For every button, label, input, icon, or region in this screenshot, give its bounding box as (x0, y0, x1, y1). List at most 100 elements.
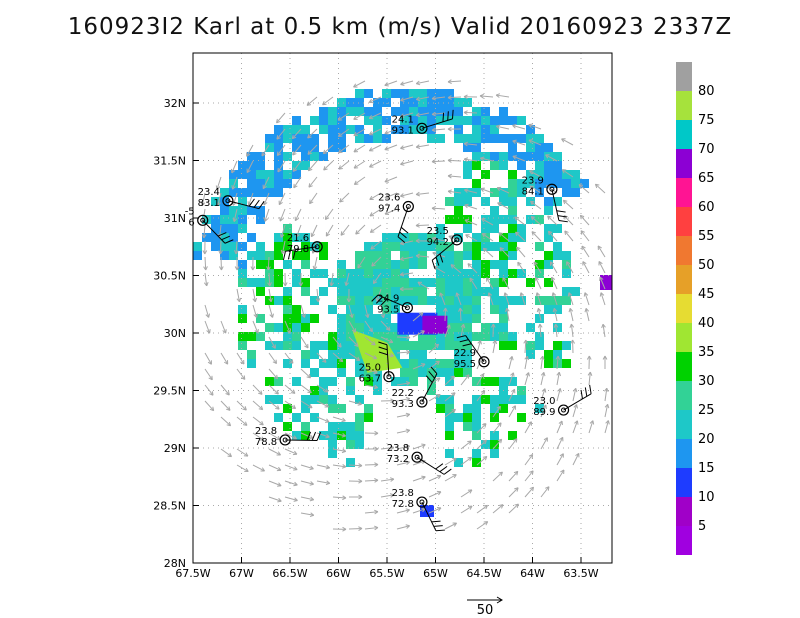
station-s2: 23.483.1 (198, 187, 265, 210)
station-s14: 23.873.2 (387, 443, 452, 475)
legend-label: 60 (698, 200, 715, 215)
station-value-label: 63.7 (359, 374, 381, 385)
lon-tick-label: 67W (229, 567, 254, 580)
wind-vector-layer (200, 79, 610, 532)
legend-label: 10 (698, 490, 715, 505)
lon-tick-label: 64.5W (466, 567, 501, 580)
station-value-label: 89.9 (533, 407, 555, 418)
lon-tick-label: 65W (423, 567, 448, 580)
station-s13: 23.878.8 (255, 426, 322, 448)
lat-tick-label: 29N (164, 442, 186, 455)
station-value-label: 73.2 (387, 454, 409, 465)
lon-tick-label: 67.5W (175, 567, 210, 580)
legend-label: 45 (698, 287, 715, 302)
station-value-label: 93.3 (392, 399, 414, 410)
legend-swatch (676, 178, 692, 207)
legend-label: 5 (698, 519, 706, 534)
station-s12: 23.089.9 (533, 384, 592, 418)
station-s4: 23.984.1 (522, 175, 568, 223)
legend-label: 25 (698, 403, 715, 418)
legend-swatch (676, 207, 692, 236)
lat-tick-label: 30.5N (153, 270, 186, 283)
legend-swatch (676, 62, 692, 91)
lon-tick-label: 63.5W (563, 567, 598, 580)
station-value-label: 83.1 (198, 198, 220, 209)
legend-swatch (676, 149, 692, 178)
station-value-label: 94.2 (427, 237, 449, 248)
legend-label: 50 (698, 258, 715, 273)
station-value-label: 72.8 (392, 499, 414, 510)
lon-tick-label: 65.5W (369, 567, 404, 580)
station-speed-label: 22.9 (454, 348, 476, 359)
legend-swatch (676, 120, 692, 149)
legend-label: 65 (698, 171, 715, 186)
station-s3: -56 (185, 206, 234, 244)
station-speed-label: 23.0 (533, 396, 555, 407)
legend-label: 35 (698, 345, 715, 360)
station-speed-label: 23.5 (427, 226, 449, 237)
station-s10: 25.063.7 (359, 341, 395, 385)
lon-tick-label: 66W (326, 567, 351, 580)
map-frame (192, 52, 613, 564)
station-s6: 23.594.2 (427, 226, 463, 269)
station-s15: 23.872.8 (392, 488, 445, 532)
station-speed-label: 23.8 (387, 443, 409, 454)
legend-label: 55 (698, 229, 715, 244)
station-value-label: 95.5 (454, 359, 476, 370)
legend-swatch (676, 381, 692, 410)
lat-tick-label: 28.5N (153, 500, 186, 513)
legend-label: 20 (698, 432, 715, 447)
legend-swatch (676, 497, 692, 526)
station-speed-label: 22.2 (392, 388, 414, 399)
lat-tick-label: 31N (164, 212, 186, 225)
legend-swatch (676, 410, 692, 439)
legend-swatch (676, 323, 692, 352)
axis-labels: 32N 31.5N 31N 30.5N 30N 29.5N 29N 28.5N 28N67.5W… (153, 97, 599, 580)
station-speed-label: 24.9 (377, 294, 399, 305)
station-speed-label: 23.8 (255, 426, 277, 437)
station-speed-label: -5 (185, 206, 195, 217)
station-speed-label: 23.4 (198, 187, 220, 198)
lon-tick-label: 64W (520, 567, 545, 580)
station-value-label: 6 (188, 217, 194, 228)
station-speed-label: 23.8 (392, 488, 414, 499)
legend-label: 40 (698, 316, 715, 331)
color-legend: 80 75 70 65 60 55 50 45 40 35 30 25 20 15 10 5 (676, 62, 715, 555)
lat-tick-label: 32N (164, 97, 186, 110)
legend-swatch (676, 91, 692, 120)
legend-label: 15 (698, 461, 715, 476)
station-value-label: 93.5 (377, 305, 399, 316)
station-value-label: 79.8 (287, 244, 309, 255)
station-layer: 24.193.123.483.1-5623.984.123.697.423.59… (185, 109, 592, 532)
reference-label: 50 (477, 603, 494, 618)
station-value-label: 97.4 (378, 204, 400, 215)
legend-swatch (676, 265, 692, 294)
station-s1: 24.193.1 (392, 109, 454, 136)
reference-vector: 50 (467, 596, 503, 618)
lon-tick-label: 66.5W (272, 567, 307, 580)
legend-label: 30 (698, 374, 715, 389)
legend-swatch (676, 439, 692, 468)
lat-tick-label: 30N (164, 327, 186, 340)
station-speed-label: 23.9 (522, 175, 544, 186)
legend-label: 70 (698, 142, 715, 157)
station-s7: 21.679.8 (282, 233, 323, 261)
station-value-label: 84.1 (522, 186, 544, 197)
station-speed-label: 25.0 (359, 363, 381, 374)
legend-swatch (676, 526, 692, 555)
station-s11: 22.293.3 (392, 366, 438, 410)
station-value-label: 93.1 (392, 125, 414, 136)
station-speed-label: 24.1 (392, 114, 414, 125)
station-s9: 22.995.5 (454, 335, 490, 370)
station-s5: 23.697.4 (378, 193, 414, 243)
station-speed-label: 21.6 (287, 233, 309, 244)
lat-tick-label: 31.5N (153, 155, 186, 168)
lat-tick-label: 28N (164, 557, 186, 570)
wind-field-layer (193, 89, 612, 517)
station-speed-label: 23.6 (378, 193, 400, 204)
legend-label: 80 (698, 84, 715, 99)
station-value-label: 78.8 (255, 437, 277, 448)
legend-swatch (676, 352, 692, 381)
station-s8: 24.993.5 (371, 294, 413, 316)
